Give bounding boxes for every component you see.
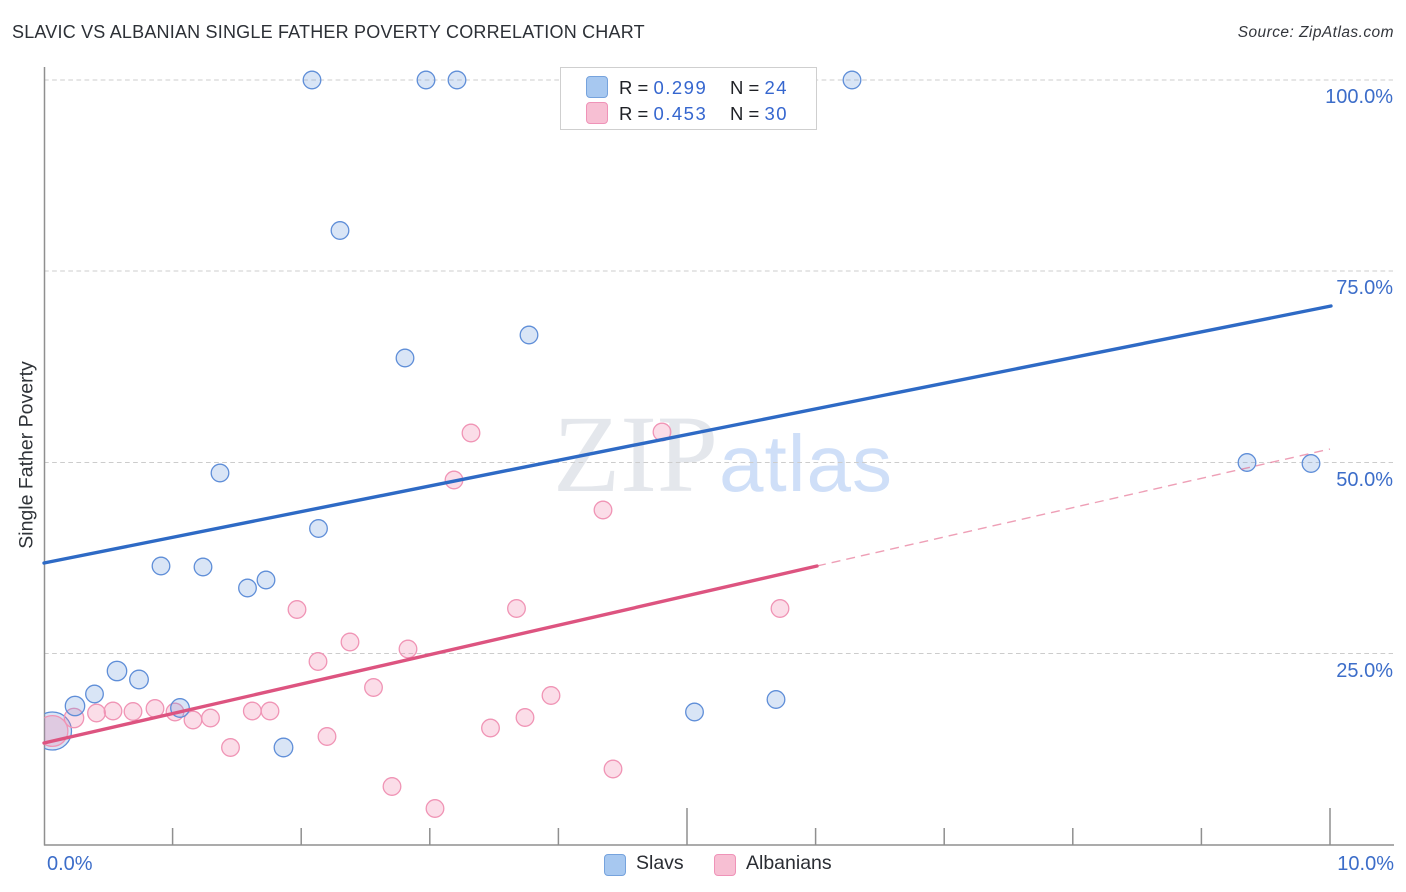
svg-text:atlas: atlas xyxy=(719,419,893,508)
svg-text:ZIP: ZIP xyxy=(553,393,718,515)
